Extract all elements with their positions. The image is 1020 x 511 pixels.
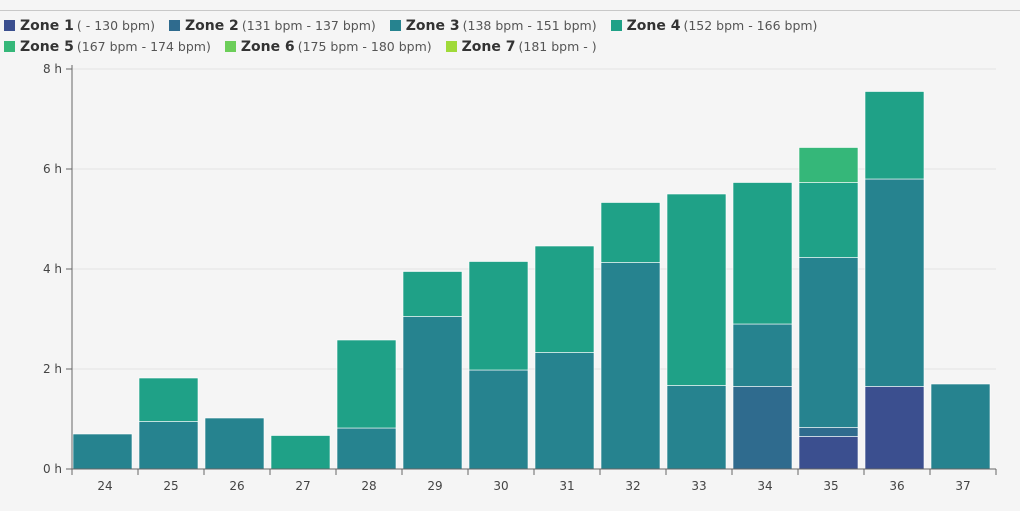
legend-zone-range: ( - 130 bpm) (76, 18, 155, 33)
bar-week-33-zone-3 (666, 385, 727, 470)
top-divider (0, 10, 1020, 11)
bar-week-27-zone-4 (270, 435, 331, 470)
bar-week-30-zone-4 (468, 261, 529, 371)
y-tick-label: 8 h (43, 62, 62, 76)
legend-zone-name: Zone 2 (184, 18, 239, 34)
legend-swatch (4, 41, 15, 52)
bar-week-31-zone-4 (534, 245, 595, 353)
bar-week-29-zone-4 (402, 271, 463, 317)
legend-zone-range: (138 bpm - 151 bpm) (462, 18, 597, 33)
legend-zone-name: Zone 3 (405, 18, 460, 34)
bar-week-35-zone-1 (798, 436, 859, 470)
legend-zone-range: (175 bpm - 180 bpm) (297, 39, 432, 54)
bar-week-32-zone-4 (600, 202, 661, 263)
x-tick-label: 33 (691, 479, 706, 493)
legend-item-zone-4[interactable]: Zone 4 (152 bpm - 166 bpm) (610, 16, 818, 37)
bar-week-36-zone-4 (864, 91, 925, 180)
y-tick-label: 0 h (43, 462, 62, 476)
legend-swatch (168, 20, 180, 31)
y-tick-label: 4 h (43, 262, 62, 276)
bar-week-32-zone-3 (600, 262, 661, 470)
x-tick-label: 27 (295, 479, 310, 493)
legend-item-zone-3[interactable]: Zone 3 (138 bpm - 151 bpm) (389, 16, 597, 37)
bar-week-30-zone-3 (468, 369, 529, 470)
legend-item-zone-6[interactable]: Zone 6 (175 bpm - 180 bpm) (224, 37, 432, 58)
legend-swatch (445, 41, 457, 52)
legend-swatch (610, 20, 622, 31)
legend-item-zone-1[interactable]: Zone 1( - 130 bpm) (4, 16, 155, 37)
legend-zone-range: (167 bpm - 174 bpm) (76, 39, 211, 54)
legend-zone-name: Zone 5 (20, 39, 74, 55)
bar-week-24-zone-3 (72, 433, 133, 470)
x-tick-label: 30 (493, 479, 508, 493)
legend-swatch (4, 20, 15, 31)
legend-swatch (389, 20, 401, 31)
x-tick-label: 34 (757, 479, 772, 493)
x-tick-label: 26 (229, 479, 244, 493)
legend-item-zone-5[interactable]: Zone 5 (167 bpm - 174 bpm) (4, 37, 211, 58)
x-tick-label: 32 (625, 479, 640, 493)
legend-zone-name: Zone 6 (240, 39, 295, 55)
bar-week-25-zone-4 (138, 377, 199, 422)
x-tick-label: 36 (889, 479, 904, 493)
legend-swatch (224, 41, 236, 52)
bar-week-36-zone-1 (864, 386, 925, 470)
legend-zone-name: Zone 7 (461, 39, 516, 55)
x-tick-label: 28 (361, 479, 376, 493)
bar-week-28-zone-3 (336, 427, 397, 470)
bar-week-34-zone-3 (732, 323, 793, 387)
bar-week-36-zone-3 (864, 178, 925, 387)
legend-zone-range: (131 bpm - 137 bpm) (241, 18, 376, 33)
x-tick-label: 25 (163, 479, 178, 493)
bar-week-35-zone-5 (798, 147, 859, 183)
bar-week-28-zone-4 (336, 339, 397, 429)
bar-week-35-zone-3 (798, 257, 859, 428)
legend-item-zone-2[interactable]: Zone 2 (131 bpm - 137 bpm) (168, 16, 376, 37)
bar-week-26-zone-3 (204, 417, 265, 470)
x-tick-label: 35 (823, 479, 838, 493)
legend-zone-name: Zone 4 (626, 18, 681, 34)
y-tick-label: 6 h (43, 162, 62, 176)
x-tick-label: 24 (97, 479, 112, 493)
legend: Zone 1( - 130 bpm) Zone 2 (131 bpm - 137 b… (4, 16, 944, 58)
y-tick-label: 2 h (43, 362, 62, 376)
bar-week-31-zone-3 (534, 352, 595, 470)
legend-zone-range: (152 bpm - 166 bpm) (683, 18, 818, 33)
bar-week-33-zone-4 (666, 193, 727, 386)
bar-week-35-zone-4 (798, 182, 859, 258)
legend-zone-range: (181 bpm - ) (518, 39, 597, 54)
legend-item-zone-7[interactable]: Zone 7 (181 bpm - ) (445, 37, 597, 58)
bar-week-34-zone-2 (732, 386, 793, 470)
bar-week-25-zone-3 (138, 421, 199, 470)
bar-week-35-zone-2 (798, 427, 859, 437)
legend-zone-name: Zone 1 (20, 18, 74, 34)
x-tick-label: 31 (559, 479, 574, 493)
bar-week-34-zone-4 (732, 182, 793, 325)
bar-week-37-zone-3 (930, 383, 991, 470)
x-tick-label: 29 (427, 479, 442, 493)
bar-week-29-zone-3 (402, 316, 463, 470)
x-tick-label: 37 (955, 479, 970, 493)
